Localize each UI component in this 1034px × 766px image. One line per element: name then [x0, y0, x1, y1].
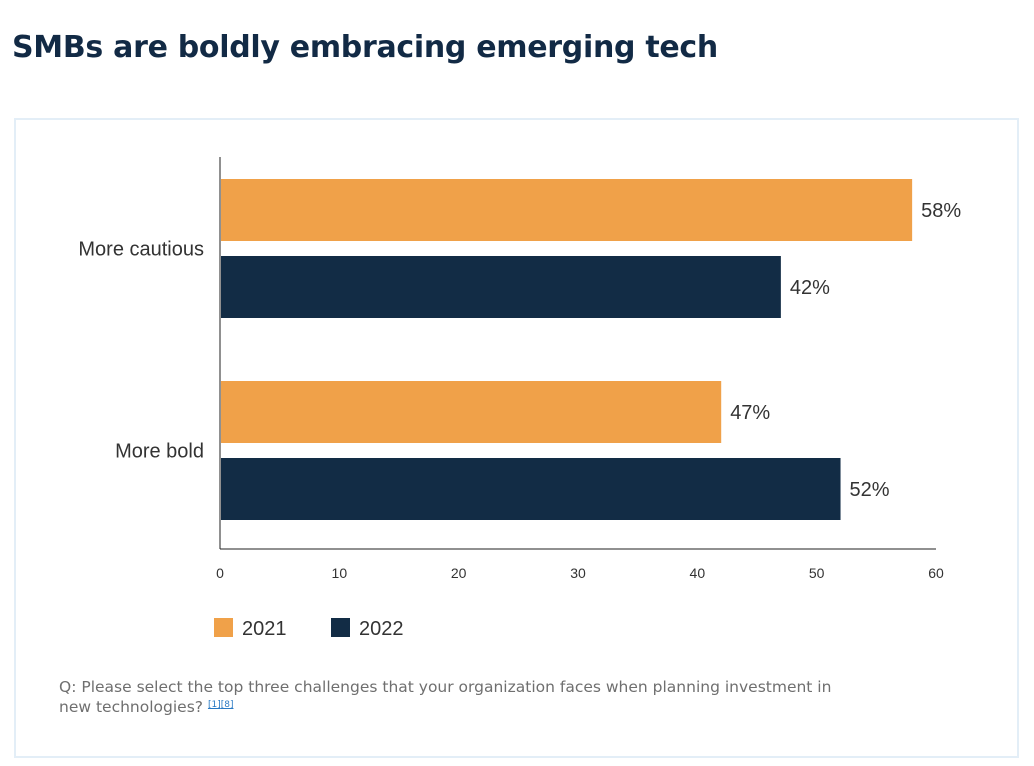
x-tick-label: 0 — [216, 565, 224, 581]
x-tick-label: 60 — [928, 565, 944, 581]
category-label: More bold — [115, 441, 204, 463]
reference-link-1[interactable]: [1] — [207, 700, 221, 710]
chart-caption: Q: Please select the top three challenge… — [59, 677, 849, 717]
chart-card — [14, 118, 1019, 758]
reference-link-2[interactable]: [8] — [220, 700, 234, 710]
x-tick-label: 50 — [809, 565, 825, 581]
x-tick-label: 40 — [690, 565, 706, 581]
data-label: 58% — [921, 200, 961, 222]
legend-swatch-2021 — [214, 618, 233, 637]
bar-2022[interactable] — [221, 256, 781, 318]
reference-links: [1][8] — [208, 700, 234, 710]
x-tick-label: 30 — [570, 565, 586, 581]
bar-2021[interactable] — [221, 179, 913, 241]
page-title: SMBs are boldly embracing emerging tech — [12, 30, 718, 65]
x-tick-label: 20 — [451, 565, 467, 581]
bar-2021[interactable] — [221, 381, 722, 443]
legend-label: 2022 — [359, 618, 404, 640]
category-label: More cautious — [78, 239, 204, 261]
legend-label: 2021 — [242, 618, 287, 640]
x-tick-label: 10 — [332, 565, 348, 581]
caption-text: Q: Please select the top three challenge… — [59, 678, 832, 716]
data-label: 52% — [850, 479, 890, 501]
data-label: 47% — [730, 402, 770, 424]
legend-swatch-2022 — [331, 618, 350, 637]
bar-2022[interactable] — [221, 458, 841, 520]
data-label: 42% — [790, 277, 830, 299]
